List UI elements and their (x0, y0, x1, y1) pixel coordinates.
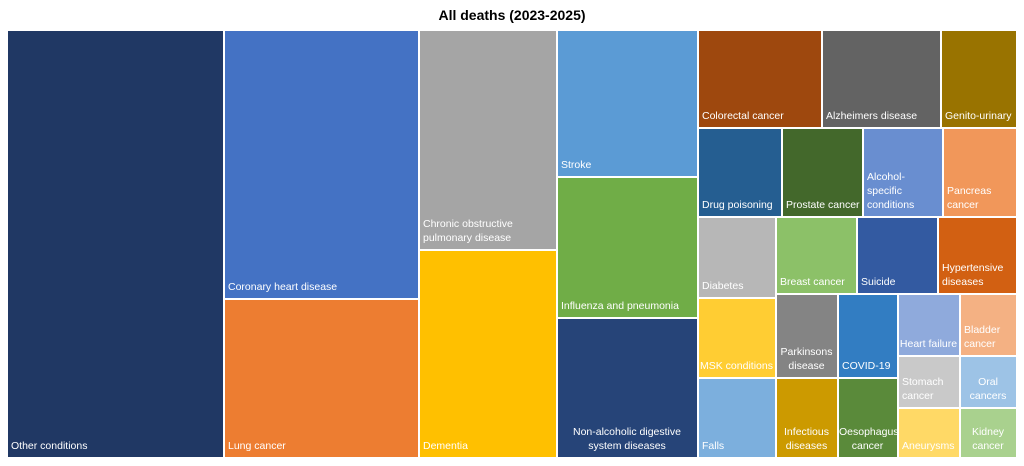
tile-label: Influenza and pneumonia (561, 300, 679, 312)
treemap-tile: MSK conditions (698, 298, 776, 378)
treemap-tile: Lung cancer (224, 299, 419, 458)
tile-label: Oesophagus cancer (839, 426, 898, 452)
treemap-tile: Influenza and pneumonia (557, 177, 698, 318)
tile-label: Alcohol-specific conditions (867, 171, 915, 211)
treemap-tile: COVID-19 (838, 294, 898, 378)
treemap-tile: Drug poisoning (698, 128, 782, 217)
tile-label: Bladder cancer (964, 324, 1001, 350)
tile-label: Kidney cancer (971, 426, 1005, 452)
treemap-tile: Colorectal cancer (698, 30, 822, 128)
treemap-tile: Diabetes (698, 217, 776, 298)
treemap-tile: Kidney cancer (960, 408, 1017, 458)
treemap-tile: Non-alcoholic digestive system diseases (557, 318, 698, 458)
tile-label: COVID-19 (842, 360, 891, 372)
tile-label: Genito-urinary (945, 110, 1012, 122)
tile-label: Infectious diseases (784, 426, 829, 452)
tile-label: MSK conditions (700, 360, 773, 372)
treemap-tile: Parkinsons disease (776, 294, 838, 378)
treemap-tile: Heart failure (898, 294, 960, 356)
treemap-tile: Falls (698, 378, 776, 458)
tile-label: Dementia (423, 440, 468, 452)
treemap-tile: Prostate cancer (782, 128, 863, 217)
tile-label: Hypertensive diseases (942, 262, 1004, 288)
chart-title: All deaths (2023-2025) (438, 7, 586, 23)
treemap-tile: Oral cancers (960, 356, 1017, 408)
tile-label: Aneurysms (902, 440, 955, 452)
tile-label: Colorectal cancer (702, 110, 784, 122)
tile-label: Breast cancer (780, 276, 845, 288)
tile-label: Suicide (861, 276, 896, 288)
tile-label: Pancreas cancer (947, 185, 992, 211)
tile-label: Coronary heart disease (228, 281, 338, 293)
tile-label: Other conditions (11, 440, 88, 452)
treemap-tile: Pancreas cancer (943, 128, 1017, 217)
treemap-tile: Oesophagus cancer (838, 378, 898, 458)
tile-label: Prostate cancer (786, 199, 860, 211)
treemap-tile: Stomach cancer (898, 356, 960, 408)
tile-label: Falls (702, 440, 725, 452)
tile-label: Parkinsons disease (780, 346, 833, 372)
treemap-tile: Infectious diseases (776, 378, 838, 458)
treemap-tile: Chronic obstructive pulmonary disease (419, 30, 557, 250)
treemap-tile: Dementia (419, 250, 557, 458)
tile-label: Oral cancers (969, 376, 1007, 402)
treemap-tile: Breast cancer (776, 217, 857, 294)
treemap-tile: Hypertensive diseases (938, 217, 1017, 294)
tile-label: Lung cancer (228, 440, 286, 452)
treemap-tile: Alcohol-specific conditions (863, 128, 943, 217)
tile-label: Drug poisoning (702, 199, 773, 211)
tile-label: Chronic obstructive pulmonary disease (423, 218, 513, 244)
treemap-tile: Genito-urinary (941, 30, 1017, 128)
treemap-tile: Aneurysms (898, 408, 960, 458)
tile-label: Alzheimers disease (826, 110, 918, 122)
tile-label: Diabetes (702, 280, 744, 292)
treemap-tile: Stroke (557, 30, 698, 177)
tile-label: Stroke (561, 159, 592, 171)
treemap-tile: Coronary heart disease (224, 30, 419, 299)
tile-label: Heart failure (899, 338, 958, 350)
tile-label: Non-alcoholic digestive system diseases (573, 426, 681, 452)
treemap-tile: Other conditions (7, 30, 224, 458)
treemap-tile: Bladder cancer (960, 294, 1017, 356)
tile-label: Stomach cancer (902, 376, 944, 402)
treemap-tile: Alzheimers disease (822, 30, 941, 128)
treemap-tile: Suicide (857, 217, 938, 294)
